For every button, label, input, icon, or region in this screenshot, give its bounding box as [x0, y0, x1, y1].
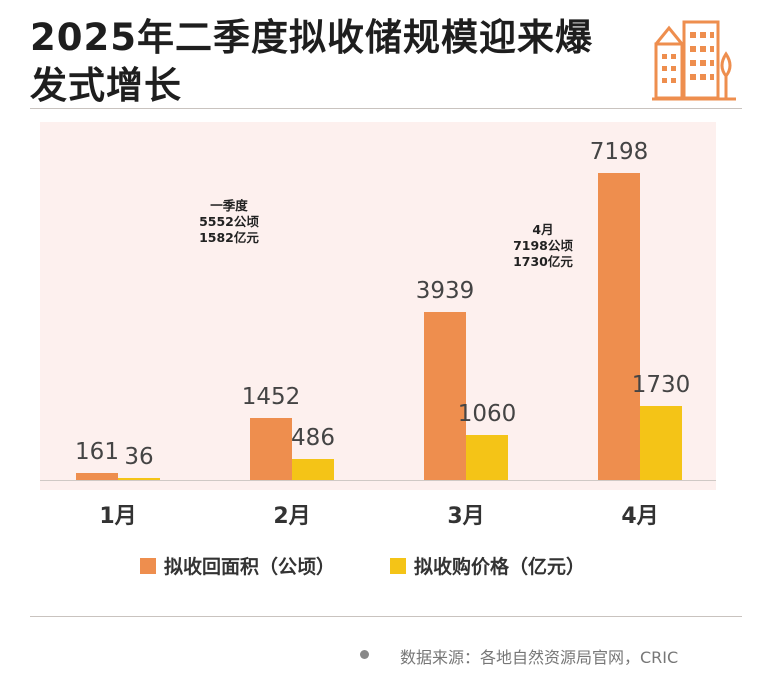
value-label-price-4: 1730 — [616, 372, 706, 398]
value-label-price-3: 1060 — [442, 401, 532, 427]
legend-area: 拟收回面积（公顷） — [140, 552, 335, 579]
bar-area-3 — [424, 312, 466, 480]
chart-title: 2025年二季度拟收储规模迎来爆发式增长 — [30, 14, 620, 110]
x-tick-label-2: 2月 — [247, 498, 337, 530]
x-tick-label-1: 1月 — [73, 498, 163, 530]
value-label-area-3: 3939 — [400, 278, 490, 304]
bullet-dot-icon — [360, 650, 369, 659]
annotation-april-line3: 1730亿元 — [488, 254, 598, 270]
legend-swatch-price — [390, 558, 406, 574]
annotation-april-line1: 4月 — [488, 222, 598, 238]
annotation-q1-line1: 一季度 — [174, 198, 284, 214]
legend-price: 拟收购价格（亿元） — [390, 552, 585, 579]
annotation-q1-line3: 1582亿元 — [174, 230, 284, 246]
footer-divider — [30, 616, 742, 617]
x-tick-label-3: 3月 — [421, 498, 511, 530]
legend-label-price: 拟收购价格（亿元） — [414, 552, 585, 579]
bar-price-4 — [640, 406, 682, 480]
legend-swatch-area — [140, 558, 156, 574]
legend-label-area: 拟收回面积（公顷） — [164, 552, 335, 579]
title-divider — [30, 108, 742, 109]
value-label-area-4: 7198 — [574, 139, 664, 165]
annotation-q1-line2: 5552公顷 — [174, 214, 284, 230]
value-label-price-1: 36 — [94, 444, 184, 470]
buildings-icon — [648, 14, 740, 110]
value-label-price-2: 486 — [268, 425, 358, 451]
x-axis-line — [40, 480, 716, 481]
value-label-area-2: 1452 — [226, 384, 316, 410]
bar-price-2 — [292, 459, 334, 480]
annotation-april-line2: 7198公顷 — [488, 238, 598, 254]
bar-price-3 — [466, 435, 508, 480]
annotation-q1: 一季度 5552公顷 1582亿元 — [174, 198, 284, 246]
annotation-april: 4月 7198公顷 1730亿元 — [488, 222, 598, 270]
bar-area-4 — [598, 173, 640, 480]
bar-area-1 — [76, 473, 118, 480]
x-tick-label-4: 4月 — [595, 498, 685, 530]
source-note: 数据来源：各地自然资源局官网，CRIC — [400, 644, 678, 668]
